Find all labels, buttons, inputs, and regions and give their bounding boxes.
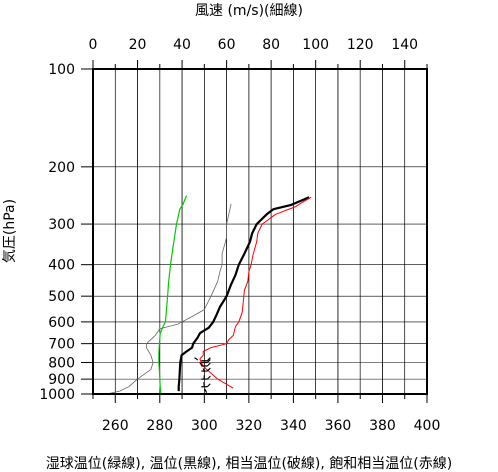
- axis-ticks: [81, 60, 428, 403]
- tick-label-temp: 260: [102, 418, 129, 434]
- tick-label-temp: 320: [235, 418, 262, 434]
- tick-label-pressure: 900: [48, 372, 75, 388]
- tick-label-temp: 280: [146, 418, 173, 434]
- left-axis-title: 気圧(hPa): [2, 199, 18, 263]
- wind-barb: [201, 362, 211, 367]
- tick-labels: 260 280 300 320 340 360 380 400 0 20 40 60 80 100 120 1…: [39, 37, 440, 434]
- tick-label-pressure: 800: [48, 356, 75, 372]
- wind-barbs: [201, 357, 211, 388]
- wind-barb: [201, 383, 211, 388]
- wind-barb: [201, 359, 211, 364]
- tick-label-wind: 80: [262, 37, 280, 53]
- top-axis-title: 風速 (m/s)(細線): [195, 3, 303, 19]
- wind-barb: [201, 367, 211, 372]
- tick-label-pressure: 400: [48, 258, 75, 274]
- tick-label-wind: 100: [302, 37, 329, 53]
- tick-label-pressure: 700: [48, 337, 75, 353]
- series-line: [177, 196, 310, 392]
- tick-label-wind: 140: [391, 37, 418, 53]
- wind-barb: [201, 375, 211, 380]
- tick-label-temp: 300: [191, 418, 218, 434]
- series-line: [199, 196, 312, 389]
- tick-label-wind: 60: [218, 37, 236, 53]
- bottom-axis-title: 湿球温位(緑線), 温位(黒線), 相当温位(破線), 飽和相当温位(赤線): [46, 455, 452, 472]
- tick-label-wind: 20: [129, 37, 147, 53]
- series-group: [106, 195, 312, 395]
- wind-barb: [201, 357, 211, 362]
- tick-label-pressure: 600: [48, 315, 75, 331]
- tick-label-pressure: 500: [48, 289, 75, 305]
- grid-lines: [93, 69, 427, 394]
- tick-label-wind: 0: [89, 37, 98, 53]
- series-wind: [106, 203, 232, 395]
- tick-label-pressure: 200: [48, 160, 75, 176]
- tick-label-pressure: 300: [48, 217, 75, 233]
- tick-label-wind: 40: [173, 37, 191, 53]
- tick-label-pressure: 1000: [39, 387, 75, 403]
- tick-label-temp: 360: [325, 418, 352, 434]
- plot-frame: [92, 68, 428, 395]
- tick-label-pressure: 100: [48, 62, 75, 78]
- tick-label-wind: 120: [347, 37, 374, 53]
- tick-label-temp: 340: [280, 418, 307, 434]
- tick-label-temp: 380: [369, 418, 396, 434]
- tick-label-temp: 400: [414, 418, 441, 434]
- series-line: [158, 195, 188, 395]
